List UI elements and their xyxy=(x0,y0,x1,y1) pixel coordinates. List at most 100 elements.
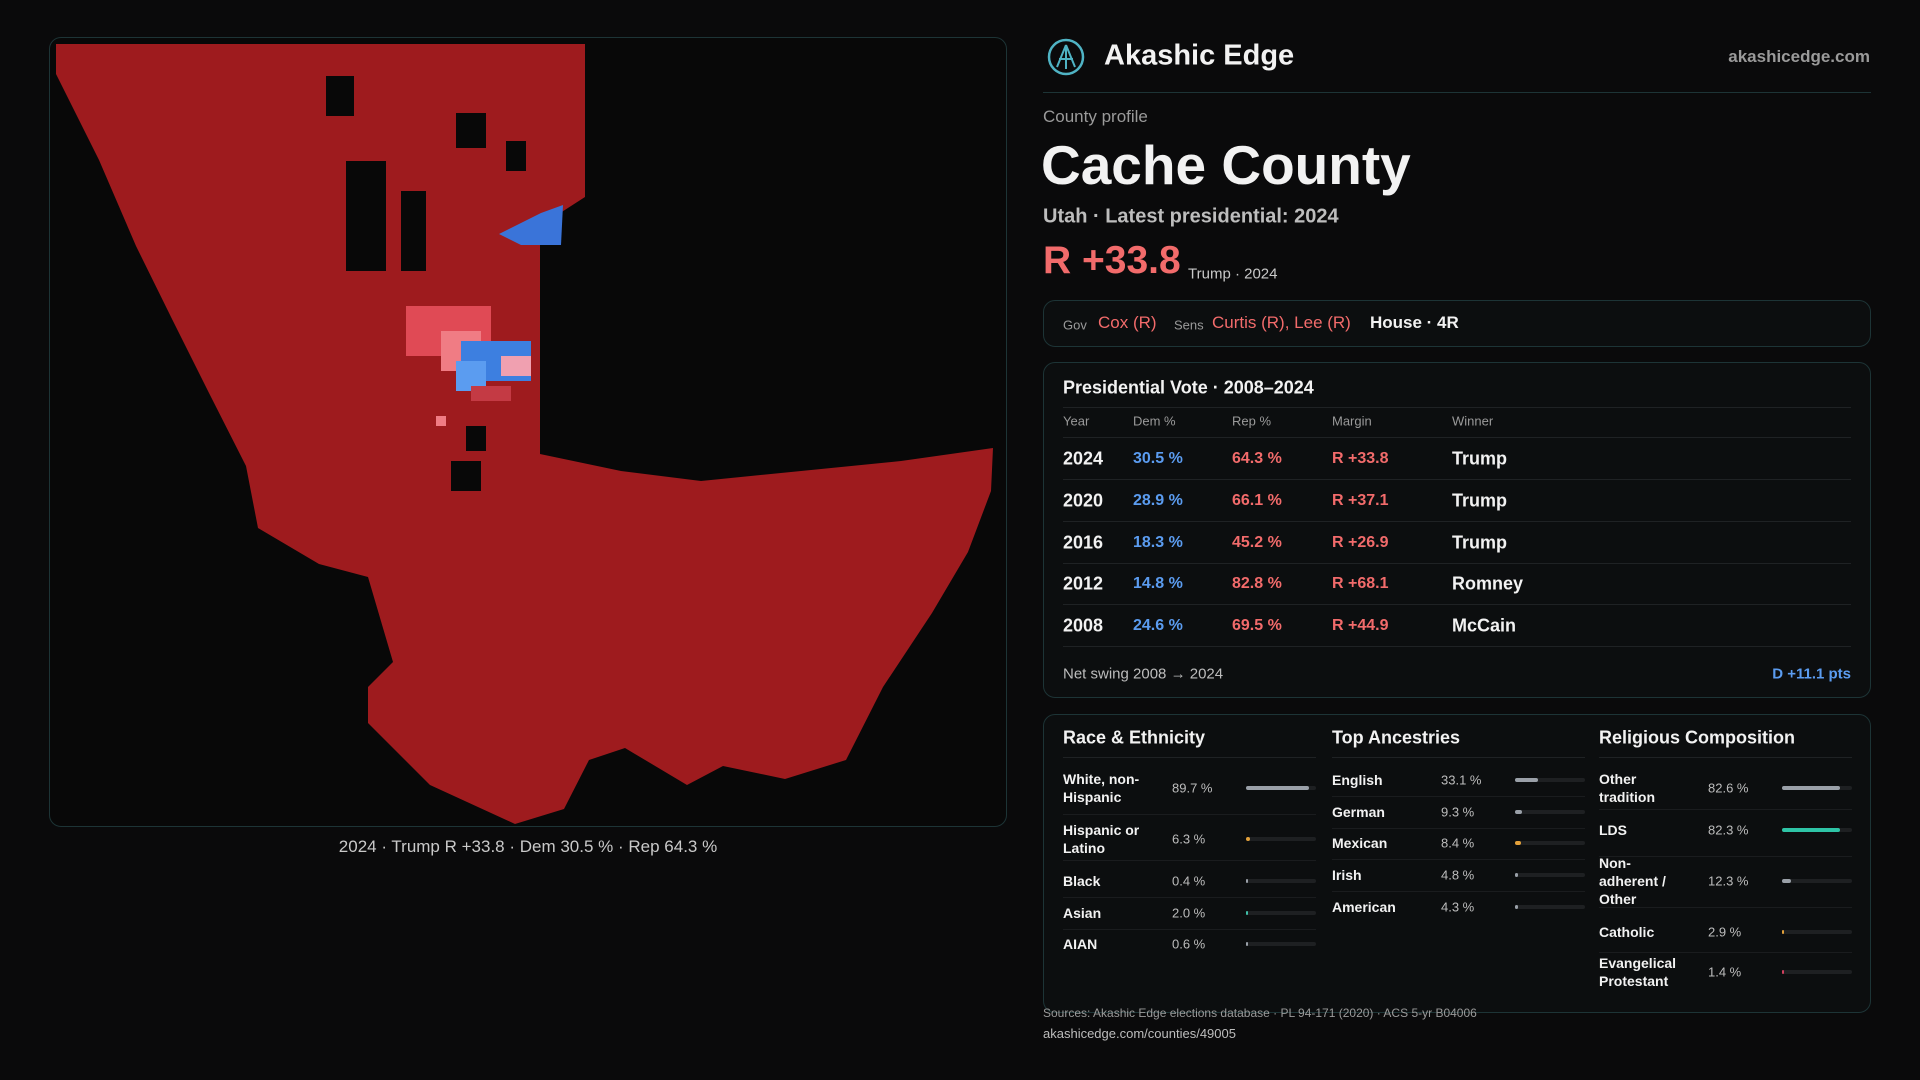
table-cell: R +44.9 xyxy=(1332,617,1389,635)
row-label: Other tradition xyxy=(1599,771,1655,805)
row-divider xyxy=(1063,646,1851,648)
bar-track xyxy=(1246,837,1316,841)
row-label: Hispanic or Latino xyxy=(1063,822,1140,856)
bar xyxy=(1782,970,1784,974)
row-label: English xyxy=(1332,772,1383,788)
bar xyxy=(1782,786,1840,790)
row-value: 33.1 % xyxy=(1441,772,1482,788)
row-value: 2.0 % xyxy=(1172,905,1206,921)
row-value: 6.3 % xyxy=(1172,831,1206,847)
bar-track xyxy=(1246,911,1316,915)
table-cell: 45.2 % xyxy=(1232,533,1282,551)
row-value: 4.8 % xyxy=(1441,867,1475,883)
officials-box: Gov Cox (R) Sens Curtis (R), Lee (R) Hou… xyxy=(1043,300,1871,347)
row-label: AIAN xyxy=(1063,936,1098,952)
row-divider xyxy=(1332,796,1585,797)
bar xyxy=(1246,786,1309,790)
row-value: 9.3 % xyxy=(1441,804,1475,820)
column-header: Year xyxy=(1063,413,1090,429)
row-divider xyxy=(1063,813,1316,815)
row-label: Catholic xyxy=(1599,924,1655,940)
gov: Cox (R) xyxy=(1098,313,1157,332)
row-divider xyxy=(1063,407,1851,408)
row-value: 12.3 % xyxy=(1708,873,1749,889)
bar xyxy=(1782,828,1840,832)
column-header: Margin xyxy=(1332,413,1372,429)
table-cell: Trump xyxy=(1452,490,1508,511)
brand: Akashic Edge xyxy=(1104,39,1295,72)
row-divider xyxy=(1063,520,1851,522)
row-divider xyxy=(1599,906,1852,908)
row-label: Non-adherent / Other xyxy=(1599,855,1666,907)
table-cell: Romney xyxy=(1452,573,1524,594)
bar-track xyxy=(1246,879,1316,883)
row-divider xyxy=(1063,437,1851,438)
bar xyxy=(1515,841,1521,845)
row-divider xyxy=(1599,809,1852,810)
bar-track xyxy=(1246,942,1316,946)
table-cell: 2020 xyxy=(1063,490,1104,511)
margin-note: Trump · 2024 xyxy=(1188,265,1278,283)
divider xyxy=(1043,92,1871,93)
bar xyxy=(1515,873,1519,877)
row-value: 2.9 % xyxy=(1708,924,1742,940)
sens: Curtis (R), Lee (R) xyxy=(1212,313,1351,332)
bar xyxy=(1246,879,1248,883)
table-cell: 14.8 % xyxy=(1133,575,1183,593)
county-name: Cache County xyxy=(1041,134,1411,196)
table-cell: Trump xyxy=(1452,448,1508,469)
row-divider xyxy=(1063,562,1851,564)
row-value: 89.7 % xyxy=(1172,780,1213,796)
table-cell: R +26.9 xyxy=(1332,533,1389,551)
swing: D +11.1 pts xyxy=(1772,665,1851,683)
bar-track xyxy=(1782,879,1852,883)
section-title: Race & Ethnicity xyxy=(1063,727,1206,748)
presidential-title: Presidential Vote · 2008–2024 xyxy=(1063,377,1314,398)
map-caption: 2024 · Trump R +33.8 · Dem 30.5 % · Rep … xyxy=(338,837,718,856)
url[interactable]: akashicedge.com/counties/49005 xyxy=(1043,1026,1236,1041)
bar-track xyxy=(1782,930,1852,934)
row-divider xyxy=(1063,479,1851,480)
section-title: Religious Composition xyxy=(1599,727,1795,748)
row-divider xyxy=(1332,891,1585,892)
table-cell: 24.6 % xyxy=(1133,617,1183,635)
county-shape xyxy=(56,44,993,824)
table-cell: 2012 xyxy=(1063,573,1104,594)
bar xyxy=(1782,930,1785,934)
sens-label: Sens xyxy=(1174,317,1204,333)
row-label: Evangelical Protestant xyxy=(1599,955,1677,989)
table-cell: R +33.8 xyxy=(1332,450,1389,467)
logo xyxy=(1047,38,1085,76)
bar xyxy=(1515,778,1539,782)
gov-label: Gov xyxy=(1063,317,1087,333)
bar-track xyxy=(1515,810,1585,814)
presidential-box: Presidential Vote · 2008–2024 Net swing … xyxy=(1043,362,1871,698)
bar-track xyxy=(1515,905,1585,909)
table-cell: 64.3 % xyxy=(1232,450,1282,467)
dem-precinct xyxy=(499,205,563,245)
row-divider xyxy=(1063,757,1316,758)
city-precincts xyxy=(406,306,531,426)
map-panel xyxy=(49,37,1007,827)
domain[interactable]: akashicedge.com xyxy=(1728,47,1870,66)
table-cell: McCain xyxy=(1452,615,1517,636)
row-label: Black xyxy=(1063,873,1101,889)
sources: Sources: Akashic Edge elections database… xyxy=(1043,1006,1477,1020)
column-header: Dem % xyxy=(1133,413,1176,429)
table-cell: 66.1 % xyxy=(1232,491,1282,509)
column-header: Rep % xyxy=(1232,413,1272,429)
demographics-box: Race & Ethnicity White, non-Hispanic 89.7 … xyxy=(1043,714,1871,1013)
bar-track xyxy=(1782,970,1852,974)
table-cell: 18.3 % xyxy=(1133,533,1183,551)
section-title: Top Ancestries xyxy=(1332,727,1461,748)
table-cell: 2008 xyxy=(1063,615,1104,636)
row-label: Irish xyxy=(1332,867,1362,883)
row-value: 82.6 % xyxy=(1708,780,1749,796)
column-header: Winner xyxy=(1452,413,1494,429)
row-label: American xyxy=(1332,899,1396,915)
row-label: White, non-Hispanic xyxy=(1063,771,1140,805)
table-cell: 30.5 % xyxy=(1133,450,1183,467)
bar xyxy=(1515,905,1518,909)
